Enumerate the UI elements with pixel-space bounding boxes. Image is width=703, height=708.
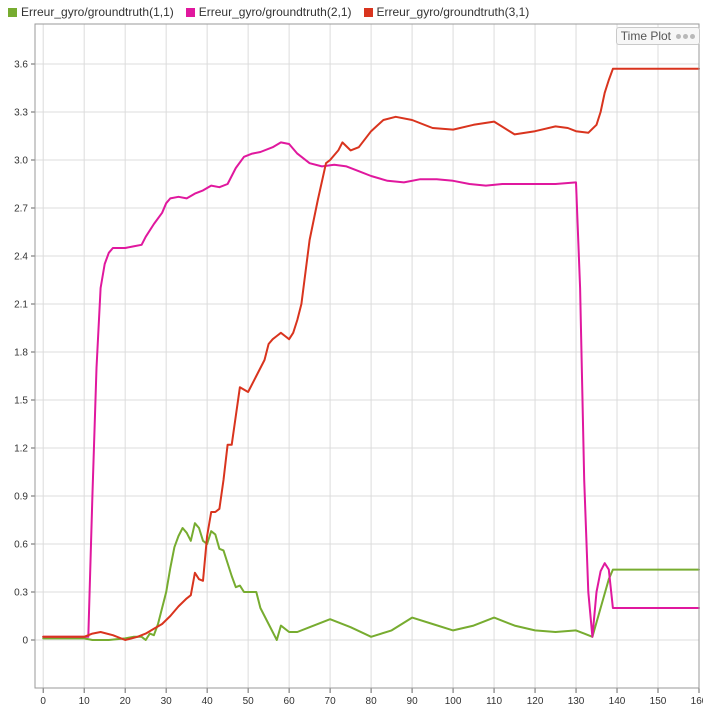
x-tick-label: 40	[202, 696, 214, 707]
legend-item-series-2[interactable]: Erreur_gyro/groundtruth(2,1)	[185, 5, 352, 19]
y-tick-label: 3.6	[14, 60, 28, 71]
series-line-3	[42, 67, 700, 641]
chart-area: 0 10 20 30 40 50 60 70 80 90 100 110 120 130 140 150 16 0…	[0, 22, 703, 708]
x-tick-label: 120	[527, 696, 544, 707]
x-tick-label: 30	[161, 696, 173, 707]
x-tick-label: 70	[325, 696, 337, 707]
x-tick-label: 60	[284, 696, 296, 707]
x-tick-label: 20	[120, 696, 132, 707]
legend-label-series-2: Erreur_gyro/groundtruth(2,1)	[198, 5, 352, 19]
x-tick-label: 10	[79, 696, 91, 707]
x-tick-label: 150	[650, 696, 667, 707]
time-plot-label: Time Plot	[620, 29, 671, 43]
x-tick-label: 110	[486, 696, 502, 707]
y-tick-label: 3.0	[14, 156, 28, 167]
legend-swatch-series-3	[363, 7, 373, 17]
x-tick-label: 90	[407, 696, 419, 707]
plot-border	[34, 23, 700, 689]
y-tick-label: 0	[22, 636, 28, 647]
x-tick-label: 130	[568, 696, 585, 707]
y-tick-label: 2.1	[14, 300, 28, 311]
x-tick-label: 50	[243, 696, 255, 707]
chart-legend: Erreur_gyro/groundtruth(1,1) Erreur_gyro…	[8, 4, 529, 20]
x-tick-label: 80	[366, 696, 378, 707]
x-tick-label: 0	[40, 696, 46, 707]
y-tick-label: 0.3	[14, 588, 28, 599]
legend-swatch-series-2	[185, 7, 195, 17]
line-chart[interactable]: 0 10 20 30 40 50 60 70 80 90 100 110 120 130 140 150 16 0…	[0, 22, 703, 708]
series-line-1	[42, 522, 700, 641]
y-tick-label: 1.5	[14, 396, 28, 407]
ellipsis-icon	[676, 33, 695, 39]
legend-label-series-1: Erreur_gyro/groundtruth(1,1)	[21, 5, 174, 19]
legend-item-series-1[interactable]: Erreur_gyro/groundtruth(1,1)	[8, 5, 174, 19]
y-tick-label: 2.4	[14, 252, 28, 263]
legend-swatch-series-1	[8, 7, 17, 17]
y-tick-label: 1.8	[14, 348, 28, 359]
x-tick-label: 140	[609, 696, 626, 707]
y-tick-label: 3.3	[14, 108, 28, 119]
time-plot-button[interactable]: Time Plot	[615, 27, 700, 45]
y-tick-label: 0.9	[14, 492, 28, 503]
x-tick-label: 100	[445, 696, 462, 707]
legend-label-series-3: Erreur_gyro/groundtruth(3,1)	[376, 5, 530, 19]
y-tick-label: 0.6	[14, 540, 28, 551]
y-tick-label: 1.2	[14, 444, 28, 455]
plot-area	[34, 23, 700, 689]
series-line-2	[42, 141, 700, 638]
x-tick-label: 160	[691, 696, 703, 707]
y-tick-label: 2.7	[14, 204, 28, 215]
legend-item-series-3[interactable]: Erreur_gyro/groundtruth(3,1)	[363, 5, 530, 19]
